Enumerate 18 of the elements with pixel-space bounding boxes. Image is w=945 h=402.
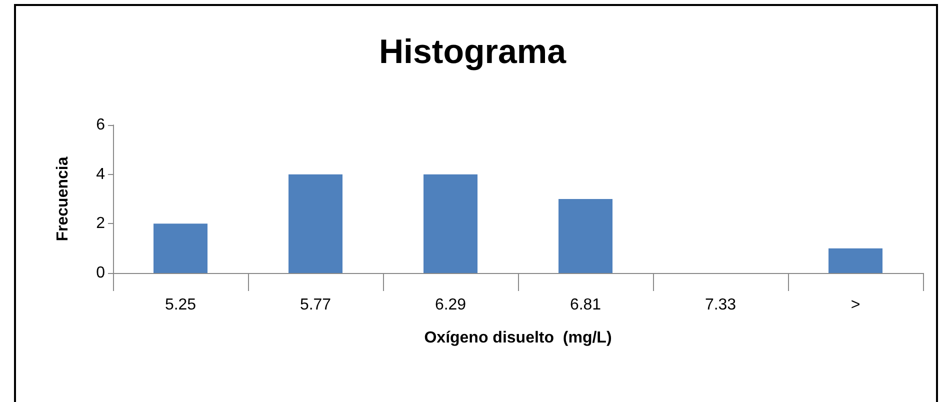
x-axis-title: Oxígeno disuelto (mg/L) — [424, 330, 612, 346]
y-tick-label: 6 — [96, 116, 106, 134]
x-tick-label: 6.81 — [570, 296, 602, 314]
y-tick-label: 2 — [96, 215, 106, 232]
x-tick-label: 5.25 — [164, 296, 196, 314]
bar — [828, 248, 882, 273]
bar — [558, 199, 612, 273]
x-tick-label: 6.29 — [434, 296, 466, 314]
x-tick-label: 7.33 — [704, 296, 736, 314]
y-tick-label: 4 — [96, 166, 106, 183]
bar — [288, 174, 342, 273]
bar — [154, 224, 208, 273]
x-tick-label: > — [850, 296, 860, 314]
chart-title: Histograma — [378, 33, 568, 71]
y-axis-title: Frecuencia — [54, 156, 72, 242]
x-tick-label: 5.77 — [300, 296, 332, 314]
y-tick-label: 0 — [96, 264, 106, 282]
bar — [424, 174, 478, 273]
